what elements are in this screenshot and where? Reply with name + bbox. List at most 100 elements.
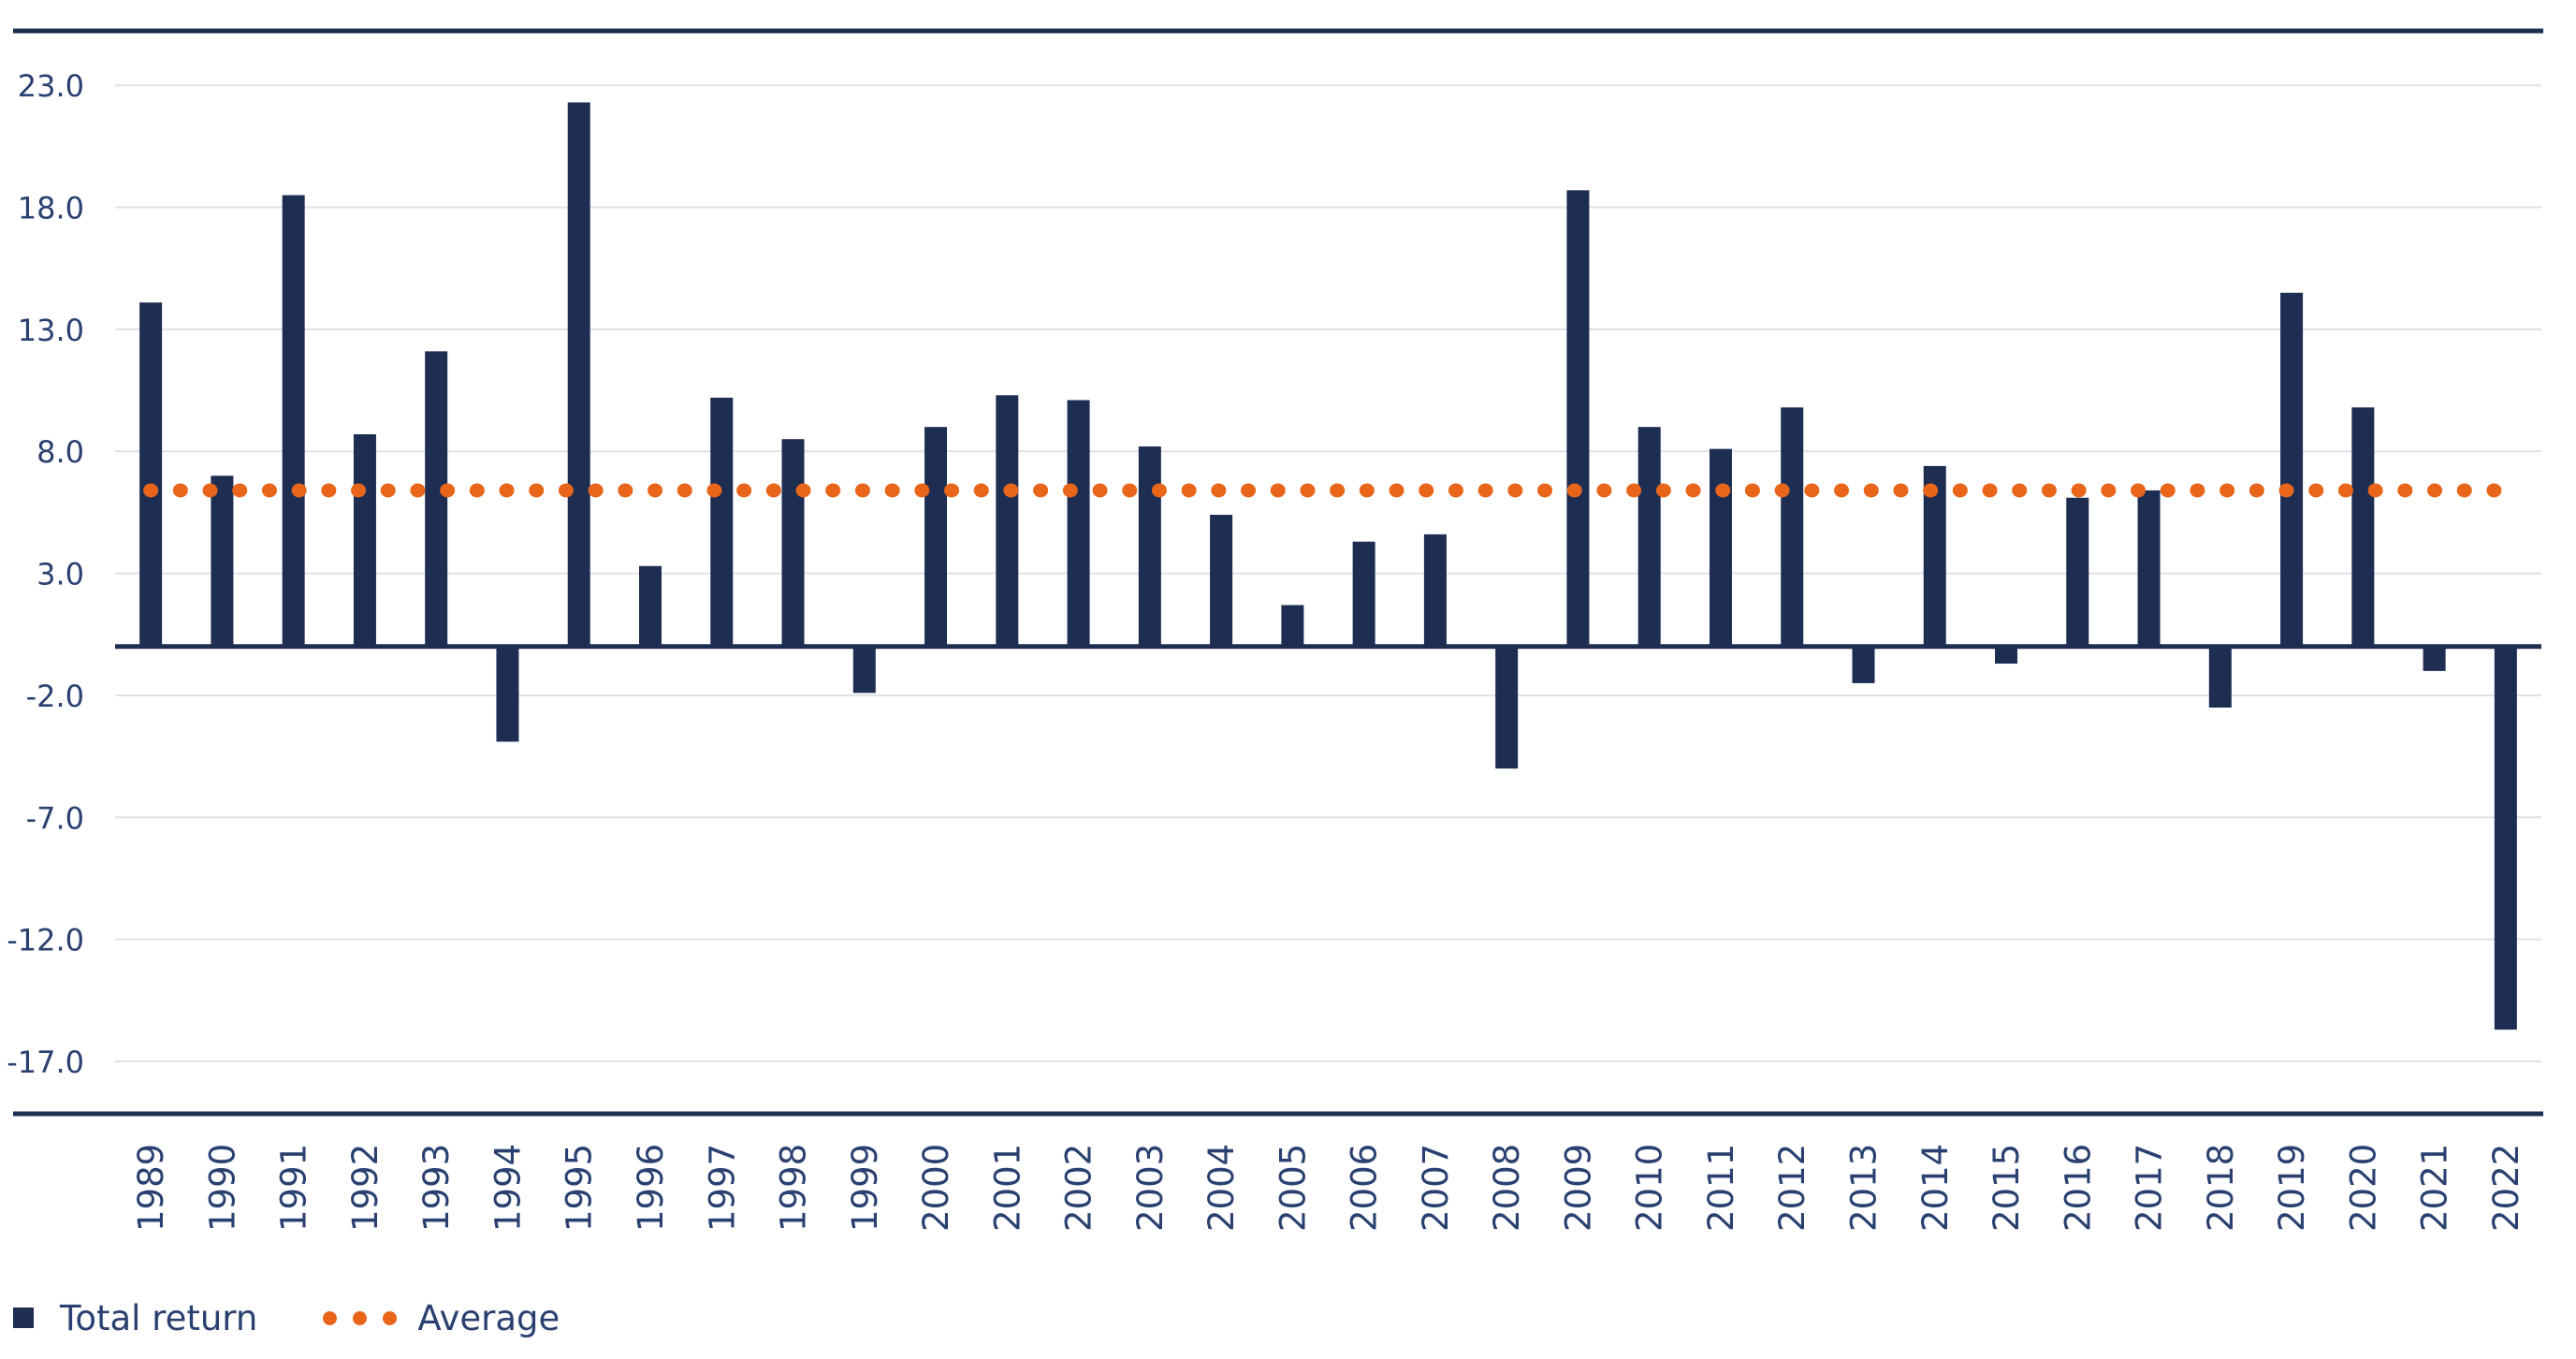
bar-2008 [1495, 646, 1519, 769]
bar-2018 [2208, 646, 2232, 708]
x-tick-label: 2003 [1130, 1144, 1171, 1232]
y-tick-label: -7.0 [26, 800, 84, 836]
bar-swatch-icon [13, 1308, 34, 1328]
x-tick-label: 2015 [1987, 1144, 2027, 1232]
bar-2006 [1352, 541, 1375, 647]
bar-2012 [1781, 407, 1804, 647]
average-dot [1448, 483, 1463, 498]
average-dot [1211, 483, 1227, 498]
x-tick-label: 2021 [2415, 1144, 2455, 1232]
average-dot [1477, 483, 1493, 498]
average-dot [380, 483, 396, 498]
x-tick-label: 1994 [488, 1144, 528, 1232]
x-tick-label: 2018 [2201, 1144, 2241, 1232]
x-tick-label: 1992 [345, 1144, 386, 1232]
average-dot [1596, 483, 1612, 498]
x-tick-label: 2011 [1701, 1144, 1741, 1232]
average-dot [1389, 483, 1404, 498]
average-dot [469, 483, 485, 498]
average-dot [736, 483, 752, 498]
bar-2015 [1995, 646, 2018, 665]
bar-2004 [1210, 515, 1233, 647]
y-tick-label: -17.0 [7, 1045, 84, 1080]
bar-2001 [996, 395, 1019, 647]
average-dot [914, 483, 930, 498]
y-tick-label: 13.0 [18, 313, 84, 348]
x-tick-label: 2010 [1630, 1144, 1670, 1232]
x-tick-label: 2013 [1843, 1144, 1884, 1232]
average-dot [618, 483, 633, 498]
bar-2003 [1138, 446, 1161, 647]
average-dot [202, 483, 218, 498]
average-dot [1062, 483, 1078, 498]
x-tick-label: 2000 [916, 1144, 956, 1232]
average-dot [2012, 483, 2028, 498]
y-tick-label: 23.0 [18, 68, 84, 104]
average-dot [854, 483, 870, 498]
average-dot [2278, 483, 2294, 498]
average-dot [1241, 483, 1257, 498]
average-dot [529, 483, 545, 498]
average-dot [1804, 483, 1820, 498]
bar-2021 [2423, 646, 2446, 671]
x-tick-label: 2020 [2343, 1144, 2383, 1232]
bar-1995 [567, 102, 590, 647]
x-tick-label: 2017 [2130, 1144, 2170, 1232]
average-dot [2486, 483, 2502, 498]
average-dot [291, 483, 307, 498]
average-dot [1419, 483, 1434, 498]
bar-2017 [2137, 490, 2161, 647]
x-tick-label: 2008 [1487, 1144, 1527, 1232]
average-dot [410, 483, 426, 498]
x-axis-year-labels: 1989 1990 1991 1992 1993 1994 1995 1996 1997 1998… [131, 1144, 2526, 1232]
legend: Total return Average [13, 1297, 625, 1338]
average-dot [1092, 483, 1108, 498]
legend-item-average: Average [323, 1298, 560, 1338]
legend-label-average: Average [417, 1297, 560, 1338]
average-dot [2160, 483, 2176, 498]
y-tick-label: 3.0 [36, 557, 84, 592]
x-tick-label: 1995 [560, 1144, 600, 1232]
average-dot [1626, 483, 1642, 498]
average-dot [1270, 483, 1286, 498]
bar-2011 [1709, 448, 1732, 647]
x-tick-label: 1998 [774, 1144, 814, 1232]
average-dot [1655, 483, 1671, 498]
average-dot [1982, 483, 1998, 498]
average-dot [825, 483, 841, 498]
x-tick-label: 2004 [1201, 1144, 1242, 1232]
average-dot [2190, 483, 2205, 498]
bar-2009 [1566, 190, 1590, 647]
bar-2013 [1852, 646, 1875, 683]
average-dot [1715, 483, 1731, 498]
average-dot [558, 483, 574, 498]
x-tick-label: 2002 [1059, 1144, 1099, 1232]
x-tick-label: 2006 [1345, 1144, 1385, 1232]
average-dot [1685, 483, 1701, 498]
average-dot [499, 483, 515, 498]
average-dot [2101, 483, 2117, 498]
average-dot [261, 483, 277, 498]
bar-2020 [2351, 407, 2375, 647]
average-dot [351, 483, 367, 498]
x-tick-label: 2019 [2272, 1144, 2312, 1232]
bar-1996 [638, 565, 662, 647]
average-dot [1774, 483, 1790, 498]
y-tick-label: 18.0 [18, 191, 84, 226]
average-dot [1923, 483, 1939, 498]
average-dot [677, 483, 692, 498]
x-tick-label: 1989 [131, 1144, 171, 1232]
average-dot [1151, 483, 1167, 498]
x-tick-label: 2012 [1772, 1144, 1812, 1232]
x-tick-label: 2014 [1915, 1144, 1956, 1232]
bar-1992 [353, 433, 376, 647]
average-dot [2308, 483, 2324, 498]
bar-2002 [1067, 400, 1090, 647]
average-dot [2456, 483, 2472, 498]
average-dot [1537, 483, 1553, 498]
y-axis-tick-labels: 23.0 18.0 13.0 8.0 3.0 -2.0 -7.0 -12.0 -17.0 [7, 68, 84, 1080]
average-dot [440, 483, 456, 498]
average-dot [2337, 483, 2353, 498]
x-tick-label: 2001 [987, 1144, 1027, 1232]
